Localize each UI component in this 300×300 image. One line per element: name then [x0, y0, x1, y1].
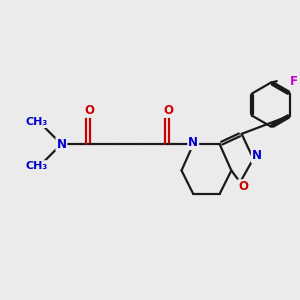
Text: CH₃: CH₃	[26, 117, 48, 127]
Text: N: N	[56, 138, 66, 151]
Text: O: O	[238, 180, 248, 193]
Text: O: O	[163, 104, 173, 117]
Text: O: O	[84, 104, 94, 117]
Text: N: N	[188, 136, 198, 149]
Text: F: F	[290, 75, 298, 88]
Text: CH₃: CH₃	[26, 161, 48, 171]
Text: N: N	[252, 149, 262, 162]
